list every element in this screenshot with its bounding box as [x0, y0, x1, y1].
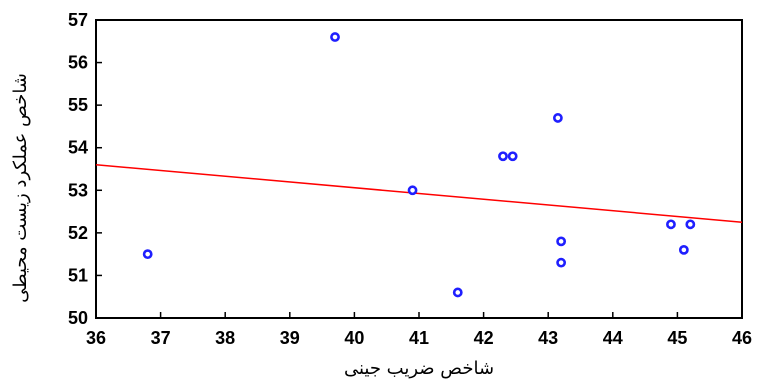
data-point [552, 113, 563, 123]
y-tick-label: 55 [68, 95, 88, 115]
x-tick-label: 36 [86, 328, 106, 348]
y-tick-label: 51 [68, 265, 88, 285]
y-tick-label: 57 [68, 10, 88, 30]
data-point [678, 244, 689, 255]
data-point [507, 151, 518, 162]
x-tick-label: 39 [280, 328, 300, 348]
x-axis-title: شاخص ضريب جينى [344, 358, 494, 379]
x-tick-label: 46 [732, 328, 752, 348]
x-tick-label: 44 [603, 328, 623, 348]
y-tick-label: 50 [68, 308, 88, 328]
trend-line [95, 163, 743, 223]
x-tick-label: 41 [409, 328, 429, 348]
data-point [452, 287, 463, 298]
y-tick-label: 56 [68, 53, 88, 73]
data-point [407, 185, 418, 196]
y-tick-label: 52 [68, 223, 88, 243]
plot-area [95, 19, 743, 319]
data-point [685, 219, 696, 230]
x-tick-label: 43 [538, 328, 558, 348]
x-tick-label: 45 [667, 328, 687, 348]
data-point [666, 219, 676, 230]
x-axis: 36 37 38 39 40 41 42 43 44 45 46 [86, 312, 752, 348]
data-point [142, 249, 153, 260]
data-point [498, 151, 508, 162]
points-layer [142, 32, 696, 298]
data-point [556, 236, 567, 247]
trendline-layer [95, 163, 743, 223]
x-tick-label: 37 [151, 328, 171, 348]
y-tick-label: 54 [68, 138, 88, 158]
data-point [556, 257, 567, 268]
data-point [330, 32, 340, 42]
y-axis-title: شاخص عملکرد زيست محيطى [10, 73, 31, 303]
y-axis: 50 51 52 53 54 55 56 57 [68, 10, 102, 328]
x-tick-label: 38 [215, 328, 235, 348]
x-tick-label: 42 [474, 328, 494, 348]
x-tick-label: 40 [344, 328, 364, 348]
y-tick-label: 53 [68, 180, 88, 200]
